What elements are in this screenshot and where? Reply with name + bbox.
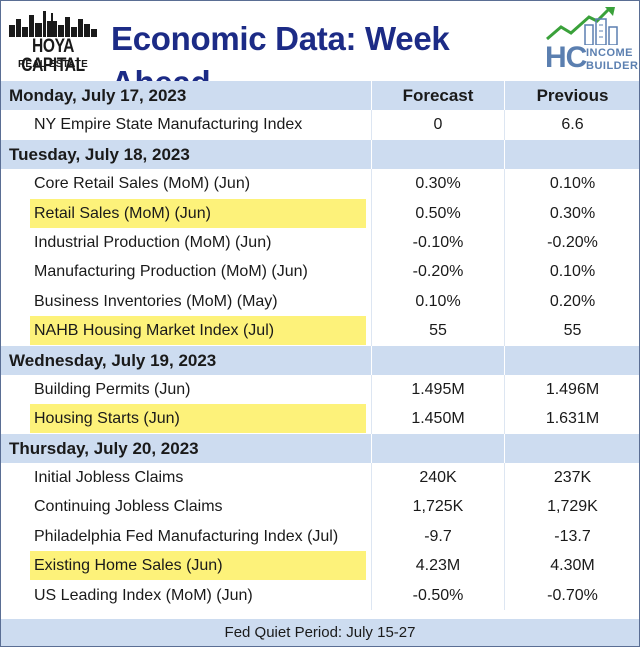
indicator-name-text: Core Retail Sales (MoM) (Jun) [34,175,251,193]
indicator-name-text: Retail Sales (MoM) (Jun) [30,198,366,228]
logo-right-hc: HC [545,41,587,74]
section-header-row: Tuesday, July 18, 2023 [1,139,640,170]
table-row: Manufacturing Production (MoM) (Jun) -0.… [1,257,640,287]
column-header-previous: Previous [504,81,640,111]
indicator-name: Philadelphia Fed Manufacturing Index (Ju… [1,522,370,551]
forecast-value: -9.7 [371,521,504,552]
forecast-value: 0.10% [371,286,504,317]
indicator-name: NAHB Housing Market Index (Jul) [1,316,370,346]
indicator-name: Housing Starts (Jun) [1,404,370,434]
forecast-value: -0.10% [371,227,504,258]
forecast-value: 0.30% [371,169,504,199]
indicator-name-text: Housing Starts (Jun) [30,404,366,434]
forecast-value: 55 [371,316,504,346]
table-row: NY Empire State Manufacturing Index 0 6.… [1,110,640,140]
forecast-value: 0.50% [371,198,504,228]
table-row: Continuing Jobless Claims 1,725K 1,729K [1,492,640,522]
section-spacer [504,345,640,375]
previous-value: -0.70% [504,580,640,611]
footer-note: Fed Quiet Period: July 15-27 [1,619,639,646]
section-header-row: Monday, July 17, 2023 Forecast Previous [1,81,640,111]
growth-chart-icon [546,7,618,45]
indicator-name: Building Permits (Jun) [1,375,370,404]
table-row-highlighted: Housing Starts (Jun) 1.450M 1.631M [1,404,640,434]
section-day-label: Thursday, July 20, 2023 [9,438,199,458]
table-row-highlighted: Retail Sales (MoM) (Jun) 0.50% 0.30% [1,198,640,228]
previous-value: 0.10% [504,169,640,199]
section-day-label: Tuesday, July 18, 2023 [9,144,190,164]
previous-value: 0.20% [504,286,640,317]
indicator-name-text: Manufacturing Production (MoM) (Jun) [34,263,308,281]
table-row: Philadelphia Fed Manufacturing Index (Ju… [1,521,640,552]
forecast-value: -0.20% [371,257,504,287]
forecast-value: 240K [371,463,504,493]
previous-value: 4.30M [504,551,640,581]
previous-value: 55 [504,316,640,346]
forecast-value: 1.450M [371,404,504,434]
table-row: Industrial Production (MoM) (Jun) -0.10%… [1,227,640,258]
indicator-name: Industrial Production (MoM) (Jun) [1,228,370,257]
logo-left-line1: HOYA CAPITAL [21,36,85,76]
indicator-name-text: NAHB Housing Market Index (Jul) [30,316,366,346]
indicator-name-text: Existing Home Sales (Jun) [30,551,366,581]
header: HOYA CAPITAL REAL ESTATE Economic Data: … [1,1,639,101]
indicator-name-text: Business Inventories (MoM) (May) [34,292,278,310]
forecast-value: 1,725K [371,492,504,522]
indicator-name: NY Empire State Manufacturing Index [1,110,370,139]
section-day-label: Monday, July 17, 2023 [9,86,187,105]
previous-value: 6.6 [504,110,640,140]
column-header-forecast: Forecast [371,81,504,111]
section-day-label: Wednesday, July 19, 2023 [9,350,217,370]
indicator-name-text: Industrial Production (MoM) (Jun) [34,233,272,251]
forecast-value: 4.23M [371,551,504,581]
indicator-name: Manufacturing Production (MoM) (Jun) [1,257,370,286]
indicator-name: Continuing Jobless Claims [1,492,370,521]
section-spacer [371,433,504,464]
indicator-name-text: Building Permits (Jun) [34,380,191,398]
indicator-name-text: Philadelphia Fed Manufacturing Index (Ju… [34,527,339,545]
previous-value: -13.7 [504,521,640,552]
indicator-name-text: NY Empire State Manufacturing Index [34,116,303,134]
section-spacer [504,433,640,464]
forecast-value: 1.495M [371,374,504,405]
table-row: Building Permits (Jun) 1.495M 1.496M [1,374,640,405]
table-row: Initial Jobless Claims 240K 237K [1,463,640,493]
table-row: US Leading Index (MoM) (Jun) -0.50% -0.7… [1,580,640,611]
indicator-name: Initial Jobless Claims [1,463,370,492]
logo-left-line2: REAL ESTATE [18,59,88,70]
section-spacer [371,345,504,375]
previous-value: 1.631M [504,404,640,434]
section-header-row: Thursday, July 20, 2023 [1,433,640,464]
economic-data-table: Monday, July 17, 2023 Forecast Previous … [1,81,640,611]
indicator-name-text: US Leading Index (MoM) (Jun) [34,586,253,604]
previous-value: 0.30% [504,198,640,228]
hc-income-builder-logo: HC INCOME BUILDER [539,5,639,77]
hoya-capital-logo: HOYA CAPITAL REAL ESTATE [7,7,99,76]
previous-value: 1,729K [504,492,640,522]
previous-value: -0.20% [504,227,640,258]
logo-right-line2: BUILDER [586,60,639,72]
section-spacer [371,139,504,170]
forecast-value: -0.50% [371,580,504,611]
forecast-value: 0 [371,110,504,140]
indicator-name: Business Inventories (MoM) (May) [1,287,370,316]
section-spacer [504,139,640,170]
section-header-row: Wednesday, July 19, 2023 [1,345,640,375]
indicator-name: Core Retail Sales (MoM) (Jun) [1,169,370,198]
previous-value: 237K [504,463,640,493]
table-row-highlighted: NAHB Housing Market Index (Jul) 55 55 [1,316,640,346]
table-row: Business Inventories (MoM) (May) 0.10% 0… [1,286,640,317]
indicator-name-text: Initial Jobless Claims [34,469,184,487]
table-row: Core Retail Sales (MoM) (Jun) 0.30% 0.10… [1,169,640,199]
previous-value: 1.496M [504,374,640,405]
table-row-highlighted: Existing Home Sales (Jun) 4.23M 4.30M [1,551,640,581]
skyline-icon [9,11,97,37]
indicator-name-text: Continuing Jobless Claims [34,498,223,516]
indicator-name: US Leading Index (MoM) (Jun) [1,581,370,610]
indicator-name: Retail Sales (MoM) (Jun) [1,198,370,228]
logo-right-line1: INCOME [586,47,633,59]
previous-value: 0.10% [504,257,640,287]
indicator-name: Existing Home Sales (Jun) [1,551,370,581]
